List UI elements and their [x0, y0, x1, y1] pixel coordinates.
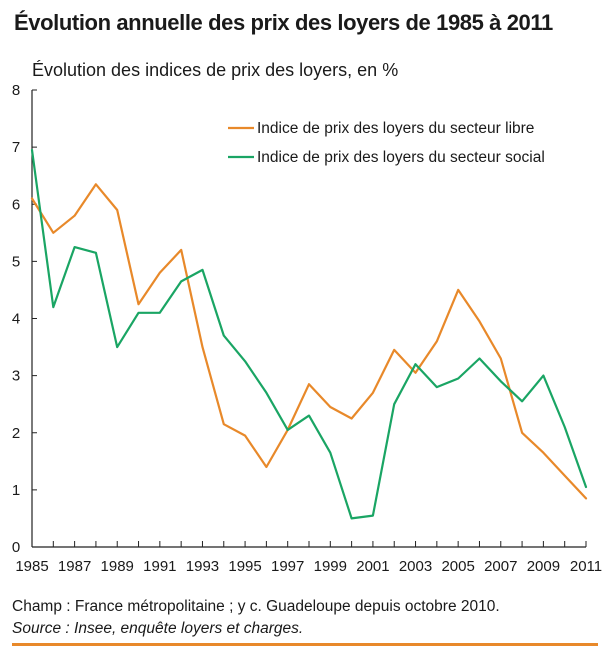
y-tick-label: 3 [12, 368, 20, 385]
x-tick-label: 1997 [271, 558, 304, 575]
y-tick-label: 2 [12, 425, 20, 442]
y-tick-label: 8 [12, 82, 20, 99]
x-tick-label: 1991 [143, 558, 176, 575]
x-tick-label: 1985 [15, 558, 48, 575]
legend-label-secteur-libre: Indice de prix des loyers du secteur lib… [257, 120, 534, 137]
x-tick-label: 2011 [570, 558, 602, 575]
x-tick-label: 2007 [484, 558, 517, 575]
x-tick-label: 2003 [399, 558, 432, 575]
x-tick-label: 1993 [186, 558, 219, 575]
x-tick-label: 2009 [527, 558, 560, 575]
bottom-divider [12, 643, 598, 646]
y-tick-label: 0 [12, 539, 20, 556]
footer-source-note: Source : Insee, enquête loyers et charge… [12, 620, 304, 637]
series-line-secteur-social [30, 148, 588, 520]
x-tick-label: 1987 [58, 558, 91, 575]
x-tick-label: 2001 [356, 558, 389, 575]
x-tick-label: 1999 [314, 558, 347, 575]
line-chart: 0 1 2 3 4 5 6 7 8 1985 1987 1989 1991 1993 1995 1997 199… [12, 82, 602, 575]
chart-subtitle: Évolution des indices de prix des loyers… [32, 60, 399, 80]
y-tick-label: 4 [12, 311, 20, 328]
y-tick-label: 6 [12, 196, 20, 213]
x-tick-label: 1995 [228, 558, 261, 575]
legend-label-secteur-social: Indice de prix des loyers du secteur soc… [257, 149, 545, 166]
y-tick-label: 1 [12, 482, 20, 499]
y-tick-label: 7 [12, 139, 20, 156]
series-line-secteur-libre [30, 183, 588, 500]
x-tick-label: 2005 [441, 558, 474, 575]
chart-title: Évolution annuelle des prix des loyers d… [14, 10, 553, 35]
x-tick-label: 1989 [101, 558, 134, 575]
y-tick-label: 5 [12, 253, 20, 270]
footer-scope-note: Champ : France métropolitaine ; y c. Gua… [12, 598, 500, 615]
